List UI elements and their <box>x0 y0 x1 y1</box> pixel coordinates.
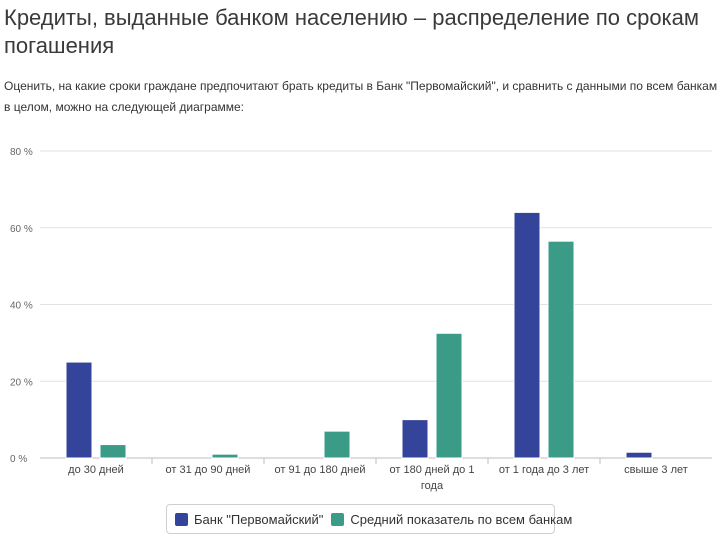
x-category-label: до 30 дней <box>68 464 124 476</box>
x-category-label: от 1 года до 3 лет <box>499 464 589 476</box>
bar-series-1-cat-4 <box>401 419 429 459</box>
legend-swatch-series-1 <box>175 512 188 526</box>
legend-item-series-1[interactable]: Банк "Первомайский" <box>175 512 323 527</box>
legend-swatch-series-2 <box>331 512 345 526</box>
x-category-label: от 91 до 180 дней <box>274 464 365 476</box>
bar-series-1-cat-1 <box>65 361 93 459</box>
bar-chart: 0 % 20 % 40 % 60 % 80 % до 30 дней от 31 до 90… <box>10 147 712 492</box>
bar-series-2-cat-3 <box>323 430 351 459</box>
bar-series-2-cat-4 <box>435 332 463 459</box>
legend-label-series-1: Банк "Первомайский" <box>194 511 324 527</box>
bar-series-1-cat-6 <box>625 451 653 459</box>
x-category-label: от 31 до 90 дней <box>166 464 251 476</box>
page-title: Кредиты, выданные банком населению – рас… <box>4 5 700 58</box>
y-tick-label: 80 % <box>10 147 33 158</box>
y-tick-label: 0 % <box>10 454 27 465</box>
y-tick-label: 60 % <box>10 224 33 235</box>
legend-item-series-2[interactable]: Средний показатель по всем банкам <box>331 512 572 527</box>
page-description: Оценить, на какие сроки граждане предпоч… <box>4 79 718 114</box>
x-category-label: от 180 дней до 1 <box>390 464 475 476</box>
x-category-label: свыше 3 лет <box>624 464 688 476</box>
bar-series-2-cat-1 <box>99 444 127 459</box>
y-tick-label: 20 % <box>10 377 33 388</box>
bar-series-2-cat-2 <box>211 453 239 459</box>
y-tick-label: 40 % <box>10 301 33 312</box>
x-category-label: года <box>421 480 444 492</box>
bar-series-1-cat-5 <box>513 211 541 459</box>
legend-label-series-2: Средний показатель по всем банкам <box>350 511 573 527</box>
bar-series-2-cat-5 <box>547 240 575 459</box>
chart-legend: Банк "Первомайский" Средний показатель п… <box>166 504 572 534</box>
